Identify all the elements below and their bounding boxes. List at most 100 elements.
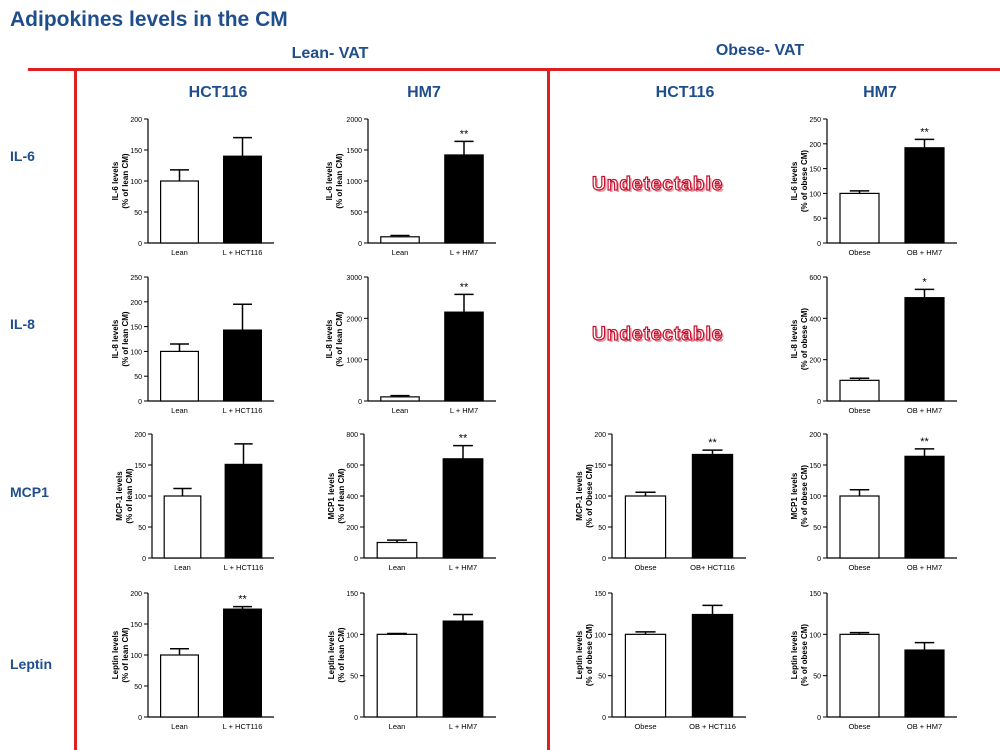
- x-tick-label: Lean: [171, 248, 188, 257]
- y-tick-label: 100: [130, 349, 142, 356]
- bar: [444, 154, 484, 244]
- y-tick-label: 150: [594, 463, 606, 470]
- y-tick-label: 800: [346, 432, 358, 439]
- y-tick-label: 1500: [346, 148, 362, 155]
- significance-label: **: [708, 437, 717, 449]
- y-tick-label: 50: [813, 525, 821, 532]
- bar: [691, 613, 734, 718]
- undetectable-il6-label: Undetectable: [591, 173, 724, 195]
- column-heading-obese-hm7: HM7: [863, 84, 897, 101]
- y-tick-label: 150: [130, 148, 142, 155]
- y-axis-label: IL-6 levels: [325, 161, 334, 200]
- bar: [839, 192, 880, 244]
- y-axis-sublabel: (% of obese CM): [800, 624, 809, 687]
- column-heading-obese-hct116: HCT116: [655, 84, 715, 101]
- y-tick-label: 50: [598, 674, 606, 681]
- y-tick-label: 100: [134, 494, 146, 501]
- column-heading-lean-hct116: HCT116: [188, 84, 248, 101]
- y-tick-label: 150: [134, 463, 146, 470]
- y-axis-sublabel: (% of lean CM): [125, 468, 134, 523]
- horizontal-divider: [28, 68, 1000, 71]
- y-tick-label: 150: [130, 622, 142, 629]
- bar: [442, 458, 484, 559]
- y-tick-label: 150: [809, 591, 821, 598]
- y-axis-sublabel: (% of lean CM): [337, 627, 346, 682]
- undetectable-il8-label: Undetectable: [591, 323, 724, 345]
- bar: [376, 541, 418, 559]
- bar: [624, 495, 667, 559]
- y-tick-label: 200: [809, 142, 821, 149]
- y-tick-label: 150: [809, 463, 821, 470]
- lean-section-heading: Lean- VAT: [291, 45, 369, 62]
- y-tick-label: 0: [817, 715, 821, 722]
- bar: [904, 147, 945, 244]
- column-heading-lean-hm7: HM7: [407, 84, 441, 101]
- y-axis-label: Leptin levels: [575, 630, 584, 679]
- x-tick-label: L + HM7: [450, 406, 478, 415]
- y-tick-label: 0: [358, 399, 362, 406]
- y-axis-label: IL-8 levels: [111, 319, 120, 358]
- y-axis-sublabel: (% of obese CM): [800, 150, 809, 213]
- x-tick-label: OB + HCT116: [689, 722, 736, 731]
- x-tick-label: Obese: [848, 248, 870, 257]
- y-tick-label: 0: [142, 556, 146, 563]
- x-tick-label: OB + HM7: [907, 248, 942, 257]
- y-tick-label: 0: [817, 556, 821, 563]
- y-tick-label: 0: [354, 556, 358, 563]
- y-axis-label: IL-6 levels: [790, 161, 799, 200]
- y-tick-label: 200: [809, 432, 821, 439]
- y-tick-label: 0: [138, 715, 142, 722]
- y-tick-label: 50: [813, 674, 821, 681]
- bar: [223, 329, 263, 402]
- bar: [624, 633, 667, 718]
- y-tick-label: 200: [130, 117, 142, 124]
- x-tick-label: OB+ HCT116: [690, 563, 735, 572]
- y-axis-label: Leptin levels: [327, 630, 336, 679]
- y-tick-label: 0: [602, 556, 606, 563]
- x-tick-label: Obese: [848, 406, 870, 415]
- y-tick-label: 100: [594, 494, 606, 501]
- x-tick-label: OB + HM7: [907, 563, 942, 572]
- y-tick-label: 2000: [346, 117, 362, 124]
- x-tick-label: Lean: [171, 406, 188, 415]
- y-tick-label: 50: [134, 684, 142, 691]
- y-tick-label: 0: [138, 241, 142, 248]
- y-tick-label: 100: [346, 632, 358, 639]
- row-heading-il8: IL-8: [10, 316, 35, 332]
- left-vertical-divider: [74, 70, 77, 750]
- x-tick-label: OB + HM7: [907, 722, 942, 731]
- y-axis-sublabel: (% of lean CM): [337, 468, 346, 523]
- x-tick-label: Obese: [634, 563, 656, 572]
- y-tick-label: 200: [346, 525, 358, 532]
- x-tick-label: Lean: [174, 563, 191, 572]
- x-tick-label: L + HM7: [450, 248, 478, 257]
- y-tick-label: 200: [130, 300, 142, 307]
- bar: [839, 495, 880, 559]
- y-tick-label: 250: [130, 275, 142, 282]
- x-tick-label: Lean: [389, 563, 406, 572]
- x-tick-label: Lean: [392, 406, 409, 415]
- significance-label: **: [459, 433, 468, 445]
- y-tick-label: 50: [134, 374, 142, 381]
- y-tick-label: 200: [594, 432, 606, 439]
- x-tick-label: OB + HM7: [907, 406, 942, 415]
- bar: [376, 633, 418, 718]
- significance-label: **: [238, 594, 247, 606]
- y-tick-label: 150: [809, 167, 821, 174]
- y-axis-label: Leptin levels: [111, 630, 120, 679]
- y-tick-label: 500: [350, 210, 362, 217]
- bar: [380, 236, 420, 244]
- y-axis-sublabel: (% of lean CM): [121, 153, 130, 208]
- y-tick-label: 250: [809, 117, 821, 124]
- x-tick-label: L + HCT116: [223, 406, 263, 415]
- y-tick-label: 100: [130, 179, 142, 186]
- x-tick-label: Lean: [392, 248, 409, 257]
